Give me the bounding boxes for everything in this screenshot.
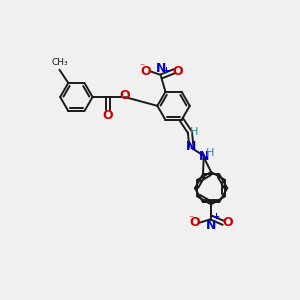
Text: +: + bbox=[212, 212, 219, 220]
Text: N: N bbox=[206, 219, 216, 232]
Text: +: + bbox=[162, 65, 169, 74]
Text: CH₃: CH₃ bbox=[51, 58, 68, 68]
Text: O: O bbox=[189, 216, 200, 230]
Text: O: O bbox=[140, 65, 151, 78]
Text: O: O bbox=[222, 216, 233, 230]
Text: ⁻: ⁻ bbox=[139, 62, 145, 72]
Text: N: N bbox=[199, 150, 209, 163]
Text: O: O bbox=[172, 65, 183, 78]
Text: N: N bbox=[156, 62, 166, 75]
Text: H: H bbox=[190, 127, 198, 137]
Text: N: N bbox=[186, 140, 197, 153]
Text: H: H bbox=[206, 148, 214, 158]
Text: O: O bbox=[119, 89, 130, 102]
Text: O: O bbox=[103, 109, 113, 122]
Text: ⁻: ⁻ bbox=[188, 214, 193, 224]
